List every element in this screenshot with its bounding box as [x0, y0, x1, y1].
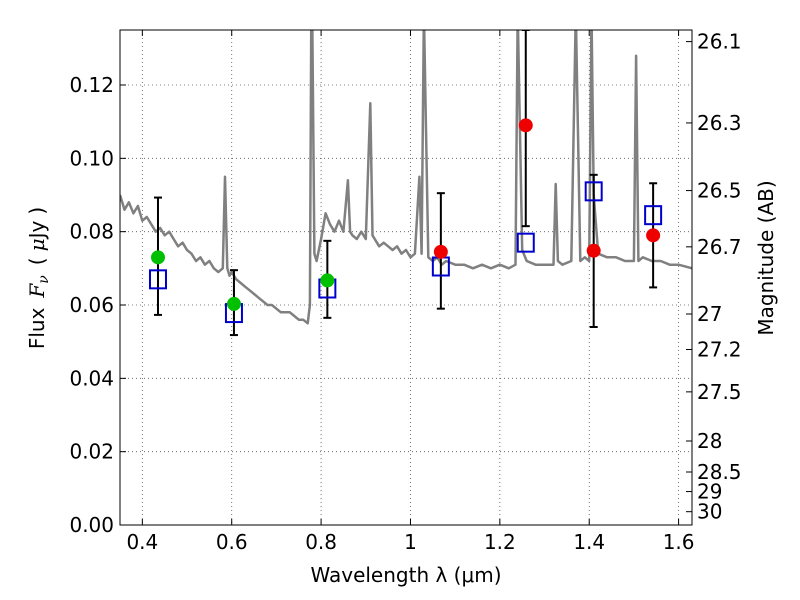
y-tick-label: 0.02 — [69, 440, 114, 464]
x-tick-label: 1.2 — [484, 530, 516, 554]
grid — [120, 30, 692, 526]
model-spectrum-layer — [120, 30, 692, 325]
observed-detection-point — [320, 273, 335, 288]
x-tick-label: 0.6 — [216, 530, 248, 554]
y-tick-label: 0.12 — [69, 73, 114, 97]
observed-detection-point — [226, 296, 241, 311]
y2-tick-label: 26.7 — [697, 235, 742, 259]
y-axis-title-mu: μ — [25, 238, 49, 251]
model-photometry-square — [644, 205, 663, 226]
y-axis-title-close: ) — [25, 207, 49, 215]
x-axis-title: Wavelength λ (μm) — [310, 563, 501, 587]
observed-upper-limit-point — [433, 244, 448, 259]
y2-tick-label: 30 — [697, 500, 722, 524]
x-tick-label: 0.8 — [305, 530, 337, 554]
y-tick-label: 0.08 — [69, 220, 114, 244]
ticks: 0.4 0.6 0.8 1 1.2 1.4 1.6 0.00 0.02 0.04 0.06 0.08 0… — [69, 30, 741, 554]
observed-detection-point — [150, 250, 165, 265]
plot-frame — [119, 29, 693, 526]
model-photometry-square — [516, 232, 535, 253]
model-photometry-square — [584, 181, 603, 202]
y2-tick-label: 27.2 — [697, 337, 742, 361]
y2-tick-label: 29 — [697, 480, 722, 504]
x-tick-label: 0.4 — [126, 530, 158, 554]
y2-tick-label: 27 — [697, 302, 722, 326]
y-tick-label: 0.04 — [69, 366, 114, 390]
y2-axis-title: Magnitude (AB) — [754, 180, 778, 335]
y-axis-title-subscript: ν — [36, 275, 52, 284]
y-axis-title-prefix: Flux — [25, 307, 49, 349]
y2-tick-label: 26.3 — [697, 111, 742, 135]
y2-tick-label: 28.5 — [697, 460, 742, 484]
x-tick-label: 1.4 — [573, 530, 605, 554]
error-bar-layer — [153, 30, 658, 337]
y2-tick-label: 28 — [697, 429, 722, 453]
data-points-layer — [148, 118, 663, 324]
y-axis-title-unit: Jy — [25, 220, 49, 240]
observed-upper-limit-point — [646, 228, 661, 243]
y-tick-label: 0.10 — [69, 146, 114, 170]
y-axis-title-open: ( — [25, 257, 49, 265]
y2-tick-label: 27.5 — [697, 380, 742, 404]
observed-upper-limit-point — [518, 118, 533, 133]
y2-tick-label: 26.1 — [697, 30, 742, 54]
model-spectrum-line — [120, 30, 692, 325]
x-tick-label: 1 — [404, 530, 417, 554]
y-axis-title: Flux Fν ( μJy) — [25, 207, 52, 349]
observed-upper-limit-point — [586, 243, 601, 258]
y-axis-title-symbol: F — [25, 283, 49, 299]
x-tick-label: 1.6 — [663, 530, 695, 554]
y-tick-label: 0.00 — [69, 513, 114, 537]
model-photometry-square — [148, 269, 167, 290]
y2-tick-label: 26.5 — [697, 179, 742, 203]
y-tick-label: 0.06 — [69, 293, 114, 317]
